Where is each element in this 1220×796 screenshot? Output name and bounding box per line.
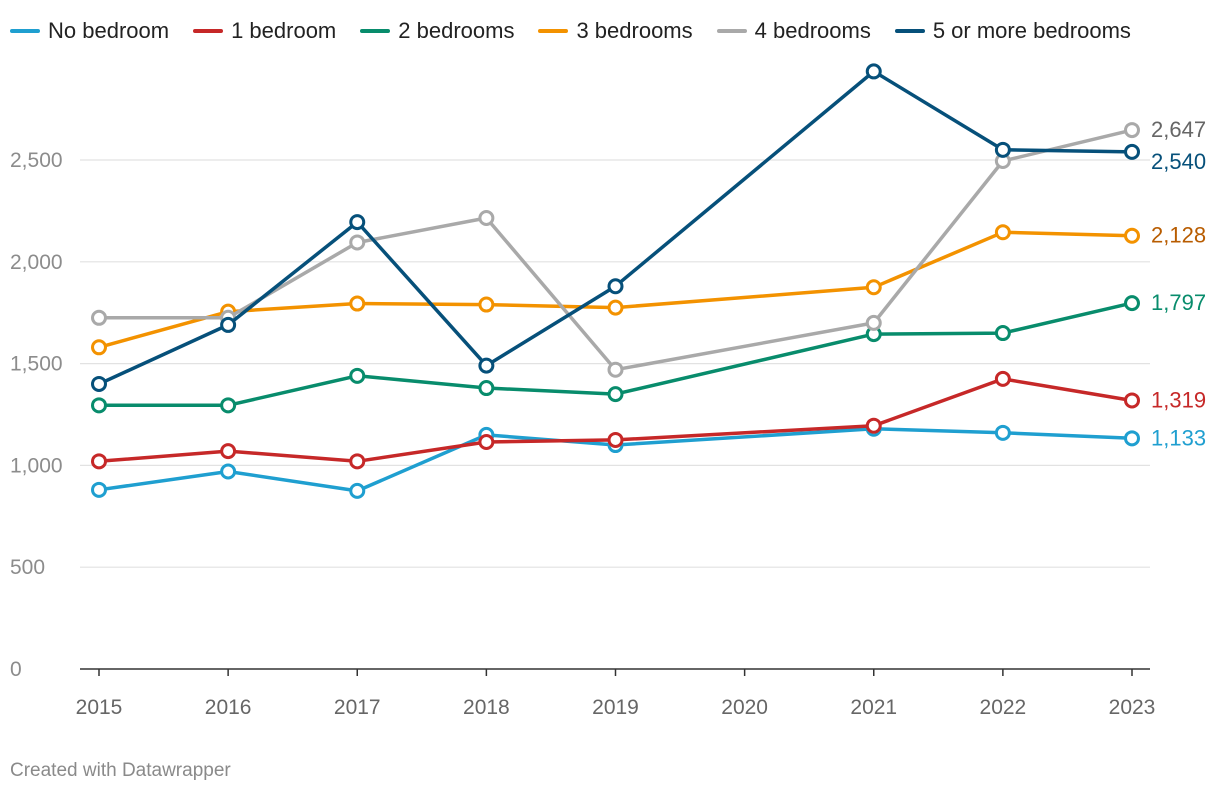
data-point xyxy=(478,380,495,397)
x-tick-label: 2017 xyxy=(334,696,381,719)
data-point xyxy=(220,443,237,460)
data-point xyxy=(994,141,1011,158)
data-point xyxy=(865,314,882,331)
data-point xyxy=(349,453,366,470)
legend-item: 3 bedrooms xyxy=(538,18,693,44)
legend-label: 2 bedrooms xyxy=(398,18,515,43)
x-tick-label: 2015 xyxy=(76,696,123,719)
series-line xyxy=(97,69,1134,386)
x-tick-label: 2022 xyxy=(980,696,1027,719)
data-point xyxy=(1124,295,1140,312)
legend-swatch xyxy=(538,29,569,33)
y-tick-label: 1,000 xyxy=(10,454,63,477)
data-point xyxy=(220,316,237,333)
data-point xyxy=(1124,122,1140,139)
legend-item: 1 bedroom xyxy=(193,18,336,44)
data-point xyxy=(478,210,495,227)
data-point xyxy=(1124,430,1140,447)
data-point xyxy=(994,370,1011,387)
data-point xyxy=(607,431,624,448)
end-value-label: 2,647 xyxy=(1151,117,1206,142)
y-tick-label: 0 xyxy=(10,658,22,681)
y-tick-label: 2,500 xyxy=(10,149,63,172)
legend-label: No bedroom xyxy=(48,18,170,43)
data-point xyxy=(994,325,1011,342)
data-point xyxy=(478,296,495,313)
legend-swatch xyxy=(10,29,40,33)
x-tick-label: 2016 xyxy=(205,696,252,719)
credit-text: Created with Datawrapper xyxy=(10,760,231,781)
series-line xyxy=(97,301,1134,408)
series-4 xyxy=(91,122,1140,378)
legend-item: 2 bedrooms xyxy=(360,18,514,44)
data-point xyxy=(607,386,624,403)
series-line xyxy=(97,377,1134,464)
data-point xyxy=(478,357,495,374)
data-point xyxy=(607,299,624,316)
chart-legend: No bedroom 1 bedroom 2 bedrooms 3 bedrooms 4… xyxy=(10,14,1131,48)
data-point xyxy=(91,397,107,414)
data-point xyxy=(865,279,882,296)
legend-item: No bedroom xyxy=(10,18,169,44)
legend-swatch xyxy=(360,29,391,33)
data-point xyxy=(91,309,107,326)
data-point xyxy=(1124,392,1140,409)
series-line xyxy=(97,230,1134,350)
data-point xyxy=(349,482,366,499)
data-point xyxy=(91,375,107,392)
data-point xyxy=(91,453,107,470)
end-value-label: 2,128 xyxy=(1151,223,1206,248)
data-point xyxy=(349,214,366,231)
legend-item: 5 or more bedrooms xyxy=(894,18,1131,44)
data-point xyxy=(478,433,495,450)
legend-label: 3 bedrooms xyxy=(576,18,693,43)
data-point xyxy=(865,63,882,80)
data-point xyxy=(349,234,366,251)
x-tick-label: 2018 xyxy=(463,696,510,719)
legend-swatch xyxy=(193,29,224,33)
data-point xyxy=(607,278,624,295)
legend-label: 5 or more bedrooms xyxy=(932,18,1131,43)
series-2 xyxy=(91,295,1140,414)
x-tick-label: 2021 xyxy=(850,696,897,719)
y-tick-label: 2,000 xyxy=(10,251,63,274)
data-point xyxy=(994,424,1011,441)
data-point xyxy=(220,397,237,414)
end-value-label: 1,797 xyxy=(1151,290,1206,315)
y-tick-label: 500 xyxy=(10,556,45,579)
data-point xyxy=(865,417,882,434)
legend-label: 4 bedrooms xyxy=(754,18,871,43)
y-tick-label: 1,500 xyxy=(10,353,63,376)
series-line xyxy=(97,128,1134,372)
legend-swatch xyxy=(716,29,747,33)
data-point xyxy=(349,295,366,312)
data-point xyxy=(607,361,624,378)
series-5 xyxy=(91,63,1140,392)
legend-label: 1 bedroom xyxy=(231,18,337,43)
data-point xyxy=(994,224,1011,241)
legend-swatch xyxy=(894,29,925,33)
end-value-label: 1,133 xyxy=(1151,425,1206,450)
series-1 xyxy=(91,370,1140,470)
data-point xyxy=(1124,143,1140,160)
end-value-label: 2,540 xyxy=(1151,149,1206,174)
end-value-label: 1,319 xyxy=(1151,387,1206,412)
x-tick-label: 2023 xyxy=(1109,696,1156,719)
series-3 xyxy=(91,224,1140,356)
data-point xyxy=(91,481,107,498)
x-tick-label: 2019 xyxy=(592,696,639,719)
data-point xyxy=(349,367,366,384)
data-point xyxy=(220,463,237,480)
data-point xyxy=(1124,227,1140,244)
x-tick-label: 2020 xyxy=(721,696,768,719)
legend-item: 4 bedrooms xyxy=(716,18,871,44)
data-point xyxy=(91,339,107,356)
